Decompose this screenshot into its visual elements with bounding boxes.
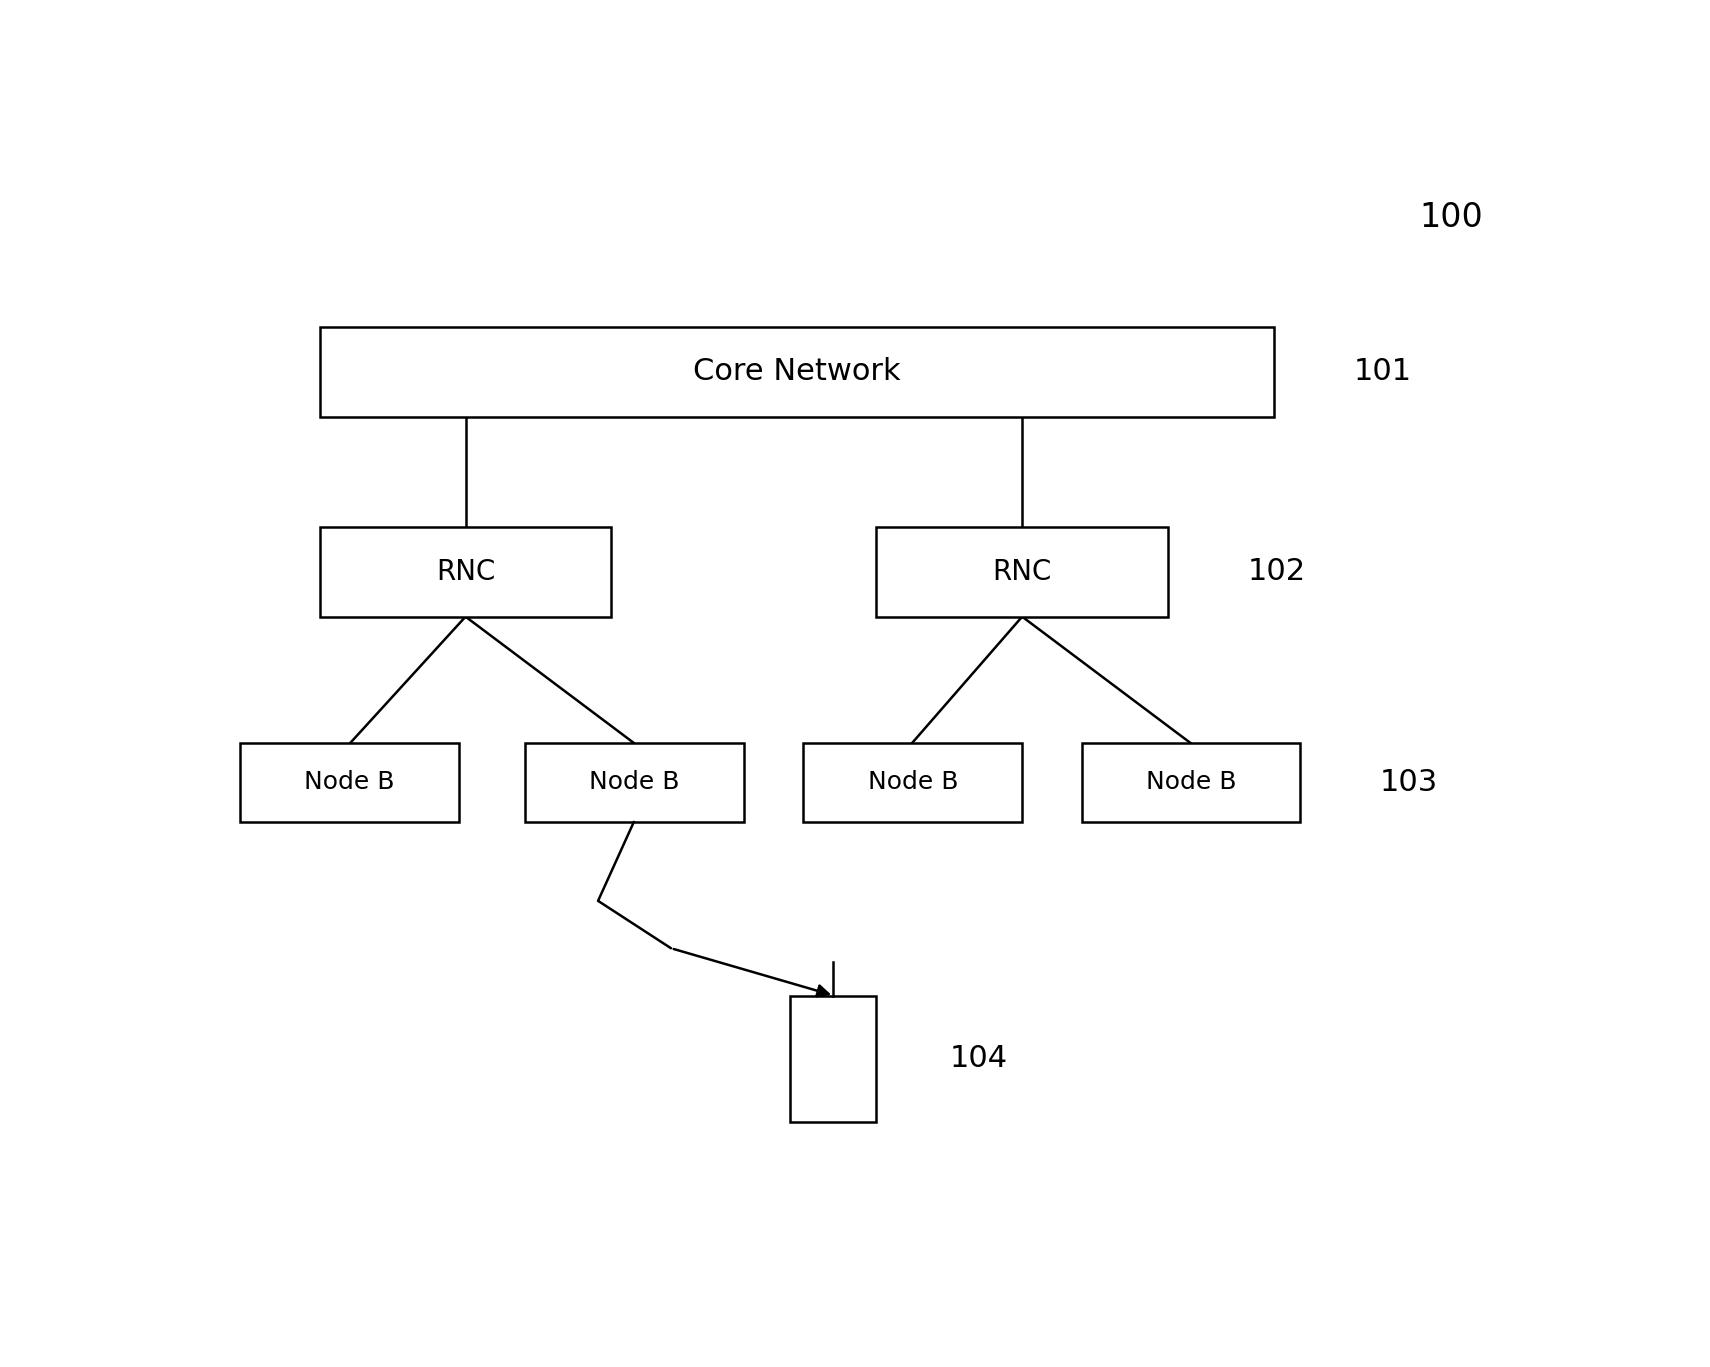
Bar xyxy=(876,528,1168,617)
Text: 102: 102 xyxy=(1247,558,1305,586)
Text: RNC: RNC xyxy=(992,558,1052,586)
Text: Node B: Node B xyxy=(304,771,395,794)
Text: 101: 101 xyxy=(1353,357,1411,387)
Bar xyxy=(790,995,876,1122)
Text: RNC: RNC xyxy=(436,558,496,586)
Text: 100: 100 xyxy=(1419,201,1484,234)
Bar xyxy=(239,742,458,822)
Text: Core Network: Core Network xyxy=(693,357,901,387)
Text: Node B: Node B xyxy=(867,771,958,794)
Text: Node B: Node B xyxy=(590,771,681,794)
Bar xyxy=(525,742,744,822)
Bar xyxy=(320,327,1274,417)
Bar xyxy=(320,528,612,617)
Bar xyxy=(1082,742,1300,822)
Bar xyxy=(804,742,1023,822)
Text: 103: 103 xyxy=(1380,768,1438,797)
Text: Node B: Node B xyxy=(1146,771,1236,794)
Text: 104: 104 xyxy=(949,1044,1007,1073)
